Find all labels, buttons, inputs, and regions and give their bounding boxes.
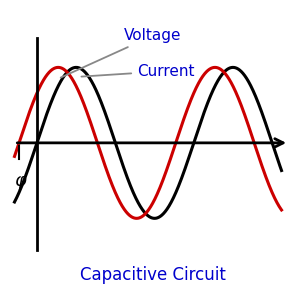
- Text: Current: Current: [81, 64, 194, 79]
- Text: Voltage: Voltage: [61, 28, 182, 78]
- Text: φ: φ: [14, 172, 26, 190]
- Text: Capacitive Circuit: Capacitive Circuit: [80, 266, 226, 284]
